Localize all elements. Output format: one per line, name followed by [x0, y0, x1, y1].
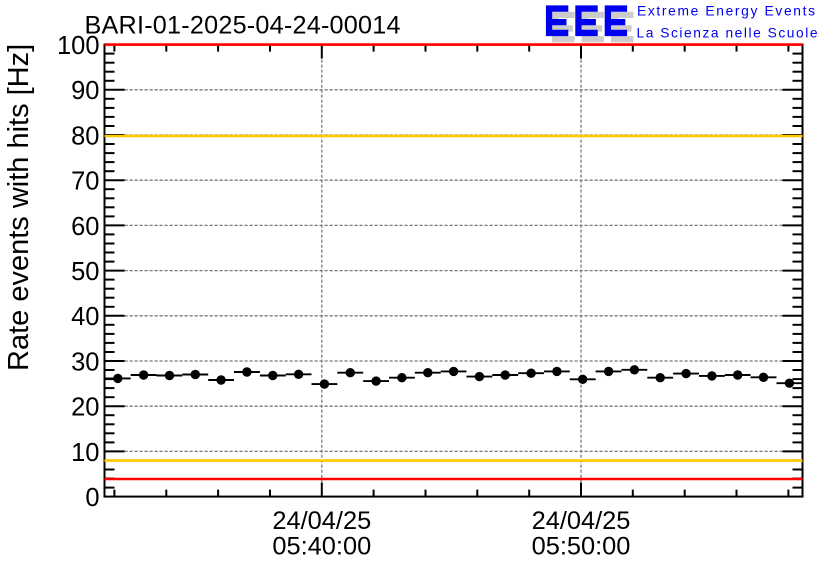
svg-text:70: 70: [71, 168, 99, 196]
svg-text:24/04/25: 24/04/25: [272, 507, 371, 535]
svg-text:40: 40: [71, 303, 99, 331]
svg-text:60: 60: [71, 213, 99, 241]
svg-text:20: 20: [71, 394, 99, 422]
svg-text:Extreme Energy Events: Extreme Energy Events: [637, 3, 815, 18]
svg-text:80: 80: [71, 122, 99, 150]
svg-text:Rate events with hits [Hz]: Rate events with hits [Hz]: [3, 44, 35, 371]
svg-text:100: 100: [57, 32, 100, 60]
svg-text:0: 0: [85, 484, 99, 512]
svg-text:10: 10: [71, 439, 99, 467]
svg-text:24/04/25: 24/04/25: [532, 507, 631, 535]
svg-text:90: 90: [71, 77, 99, 105]
svg-text:05:50:00: 05:50:00: [532, 533, 631, 561]
svg-text:BARI-01-2025-04-24-00014: BARI-01-2025-04-24-00014: [85, 11, 401, 39]
svg-text:05:40:00: 05:40:00: [272, 533, 371, 561]
svg-text:50: 50: [71, 258, 99, 286]
svg-text:30: 30: [71, 348, 99, 376]
svg-text:La Scienza nelle Scuole: La Scienza nelle Scuole: [637, 25, 818, 40]
